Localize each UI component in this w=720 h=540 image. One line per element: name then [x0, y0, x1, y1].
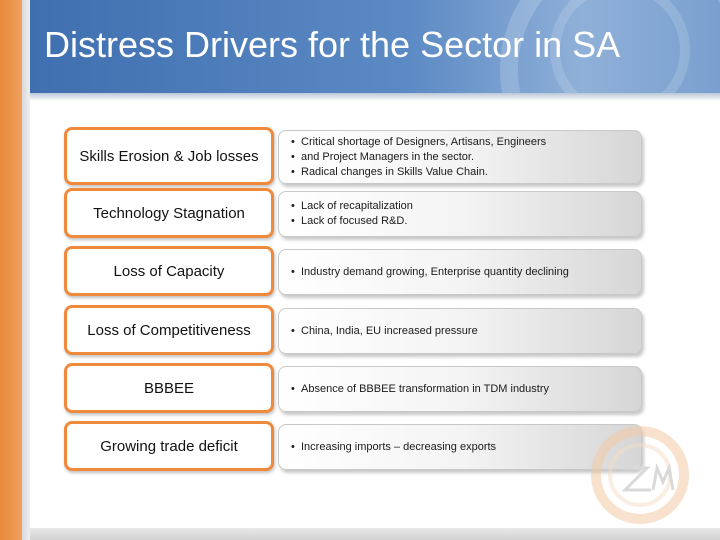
driver-label: Loss of Capacity: [64, 246, 274, 296]
driver-label: Growing trade deficit: [64, 421, 274, 471]
detail-text: Industry demand growing, Enterprise quan…: [301, 265, 569, 278]
bullet-dot-icon: •: [291, 440, 295, 453]
driver-details: • China, India, EU increased pressure: [278, 308, 642, 354]
footer-band: [30, 528, 720, 540]
detail-text: Absence of BBBEE transformation in TDM i…: [301, 382, 550, 395]
detail-bullet: • Critical shortage of Designers, Artisan…: [291, 135, 629, 150]
detail-text: Critical shortage of Designers, Artisans…: [301, 135, 547, 148]
company-logo-watermark-icon: [591, 426, 689, 524]
bullet-dot-icon: •: [291, 215, 295, 227]
bullet-dot-icon: •: [291, 324, 295, 337]
driver-details: • Lack of recapitalization • Lack of focuse…: [278, 191, 642, 237]
detail-text: Increasing imports – decreasing exports: [301, 440, 497, 453]
header-decoration-ring-inner: [550, 0, 690, 93]
detail-bullet: • Lack of recapitalization: [291, 199, 629, 214]
detail-text: and Project Managers in the sector.: [301, 150, 475, 163]
detail-text: Lack of focused R&D.: [301, 215, 408, 227]
bullet-dot-icon: •: [291, 150, 295, 163]
detail-bullet: • Lack of focused R&D.: [291, 214, 629, 229]
slide-title: Distress Drivers for the Sector in SA: [44, 24, 621, 65]
detail-bullet: • Absence of BBBEE transformation in TDM …: [291, 382, 629, 397]
detail-bullet: • and Project Managers in the sector.: [291, 150, 629, 165]
bullet-dot-icon: •: [291, 165, 295, 178]
driver-details: • Increasing imports – decreasing exports: [278, 424, 642, 470]
detail-bullet: • Increasing imports – decreasing exports: [291, 440, 629, 455]
header-band: [30, 0, 720, 93]
left-accent-stripe: [0, 0, 30, 540]
driver-details: • Absence of BBBEE transformation in TDM …: [278, 366, 642, 412]
driver-details: • Industry demand growing, Enterprise qua…: [278, 249, 642, 295]
bullet-dot-icon: •: [291, 382, 295, 395]
bullet-dot-icon: •: [291, 265, 295, 278]
detail-bullet: • Industry demand growing, Enterprise qua…: [291, 265, 629, 280]
detail-bullet: • China, India, EU increased pressure: [291, 324, 629, 339]
header-shadow: [30, 93, 720, 101]
driver-label: BBBEE: [64, 363, 274, 413]
driver-label: Loss of Competitiveness: [64, 305, 274, 355]
detail-text: Radical changes in Skills Value Chain.: [301, 165, 488, 178]
detail-bullet: • Radical changes in Skills Value Chain.: [291, 165, 629, 180]
driver-details: • Critical shortage of Designers, Artisan…: [278, 130, 642, 184]
driver-label: Skills Erosion & Job losses: [64, 127, 274, 185]
bullet-dot-icon: •: [291, 135, 295, 148]
driver-label: Technology Stagnation: [64, 188, 274, 238]
detail-text: Lack of recapitalization: [301, 200, 413, 212]
detail-text: China, India, EU increased pressure: [301, 324, 478, 337]
bullet-dot-icon: •: [291, 200, 295, 212]
